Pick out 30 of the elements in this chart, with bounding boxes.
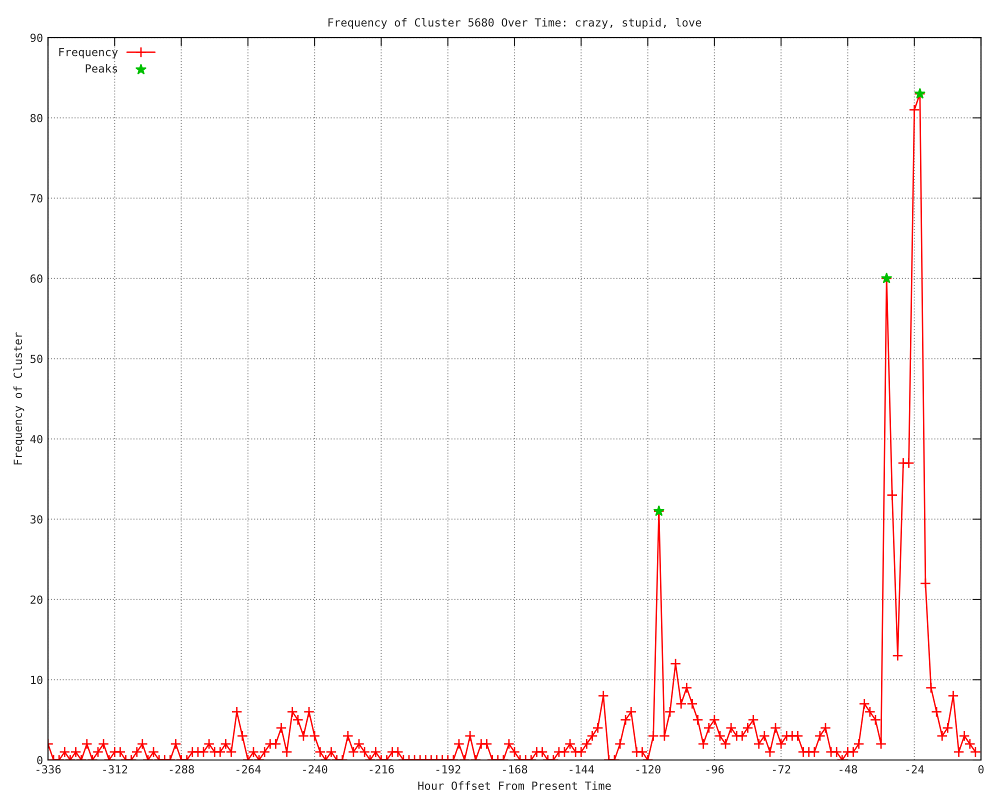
chart-title: Frequency of Cluster 5680 Over Time: crazy, stupid, love: [328, 18, 702, 29]
x-tick-label: -336: [36, 765, 61, 774]
x-tick-label: -96: [706, 765, 724, 774]
x-tick-label: -72: [772, 765, 790, 774]
y-tick-label: 60: [30, 274, 42, 283]
x-tick-label: 0: [978, 765, 984, 774]
x-tick-label: -120: [636, 765, 660, 774]
x-tick-label: -168: [503, 765, 528, 774]
x-tick-label: -216: [370, 765, 394, 774]
y-tick-label: 40: [30, 434, 42, 444]
y-tick-label: 80: [30, 114, 42, 122]
x-axis-title: Hour Offset From Present Time: [418, 781, 611, 790]
x-tick-label: -192: [436, 765, 460, 774]
y-tick-label: 0: [37, 756, 42, 764]
legend-label: Frequency: [59, 48, 118, 58]
x-tick-label: -48: [840, 765, 858, 774]
y-tick-label: 20: [30, 595, 42, 604]
y-tick-label: 10: [31, 676, 42, 684]
x-tick-label: -312: [103, 765, 128, 774]
x-tick-label: -240: [303, 765, 328, 774]
y-tick-label: 90: [30, 34, 42, 42]
x-tick-label: -144: [570, 765, 594, 774]
y-tick-label: 70: [30, 194, 42, 203]
y-axis-title: Frequency of Cluster: [13, 332, 24, 464]
x-tick-label: -264: [236, 765, 261, 774]
y-tick-label: 30: [30, 515, 42, 524]
legend-label: Peaks: [86, 64, 118, 73]
x-tick-label: -288: [170, 765, 194, 774]
y-tick-label: 50: [30, 354, 42, 364]
x-tick-label: -24: [906, 765, 924, 774]
